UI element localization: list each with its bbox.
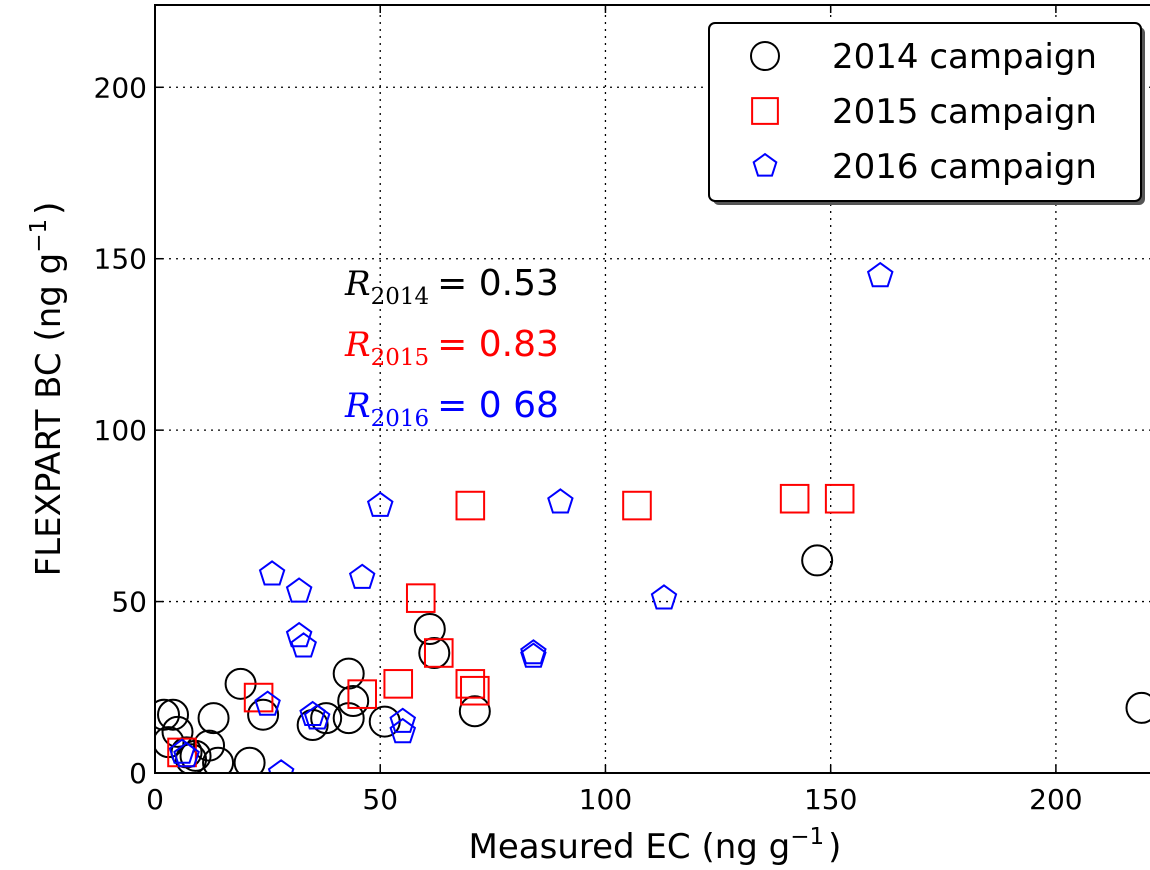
data-point-pentagon xyxy=(254,690,281,716)
y-tick-label: 100 xyxy=(94,414,147,447)
data-point-pentagon xyxy=(547,488,574,514)
x-tick-label: 0 xyxy=(146,783,164,816)
data-points xyxy=(155,261,1150,773)
data-point-pentagon xyxy=(866,261,894,288)
data-point-pentagon xyxy=(258,560,286,586)
x-axis-label-exponent: −1 xyxy=(790,824,824,850)
data-point-circle xyxy=(247,698,280,731)
legend-marker-pentagon xyxy=(752,152,778,177)
data-point-circle xyxy=(233,746,266,773)
y-axis-label-close: ) xyxy=(29,202,69,215)
y-tick-label: 200 xyxy=(94,71,147,104)
correlation-annotation: R2015 = 0.83 xyxy=(344,324,559,371)
y-tick-label: 50 xyxy=(111,586,147,619)
data-point-pentagon xyxy=(303,704,331,730)
y-axis-label-text: FLEXPART BC (ng g xyxy=(29,253,69,577)
data-point-circle xyxy=(202,746,235,773)
data-point-circle xyxy=(458,695,491,728)
data-point-circle xyxy=(418,637,451,669)
data-point-square xyxy=(455,669,486,699)
data-point-square xyxy=(779,483,810,514)
data-point-circle xyxy=(310,702,343,735)
data-point-square xyxy=(455,490,486,521)
data-point-square xyxy=(347,679,378,709)
y-axis-label: FLEXPART BC (ng g−1) xyxy=(26,202,69,577)
data-point-circle xyxy=(413,613,446,645)
correlation-annotation: R2016 = 0 68 xyxy=(344,385,559,432)
data-point-pentagon xyxy=(267,759,295,773)
data-point-circle xyxy=(193,729,226,762)
x-axis-label-close: ) xyxy=(828,827,841,867)
x-tick-label: 150 xyxy=(804,783,857,816)
plot-frame xyxy=(154,4,1150,774)
correlation-annotations: R2014 = 0.53 R2015 = 0.83 R2016 = 0 68 xyxy=(344,263,559,432)
data-point-circle xyxy=(801,544,834,577)
data-point-pentagon xyxy=(290,632,317,658)
data-point-pentagon xyxy=(366,491,394,517)
data-point-square xyxy=(383,669,414,699)
x-axis-label: Measured EC (ng g−1) xyxy=(469,824,842,867)
legend: 2014 campaign 2015 campaign 2016 campaign xyxy=(708,22,1142,202)
data-point-pentagon xyxy=(173,741,200,768)
data-point-pentagon xyxy=(650,584,678,610)
correlation-annotation: R2014 = 0.53 xyxy=(344,263,559,310)
data-point-square xyxy=(405,583,436,613)
data-point-square xyxy=(423,638,454,668)
legend-label: 2014 campaign xyxy=(832,37,1097,77)
y-tick-label: 150 xyxy=(94,243,147,276)
data-point-pentagon xyxy=(389,717,417,744)
data-point-circle xyxy=(155,698,181,731)
x-axis-label-text: Measured EC (ng g xyxy=(469,827,791,867)
data-point-square xyxy=(824,483,855,514)
legend-marker-square xyxy=(751,97,779,125)
y-axis-label-exponent: −1 xyxy=(26,219,52,253)
legend-box xyxy=(708,22,1142,202)
legend-label: 2016 campaign xyxy=(832,147,1097,187)
data-point-circle xyxy=(157,698,190,731)
x-tick-label: 50 xyxy=(362,783,398,816)
data-point-circle xyxy=(161,715,194,748)
data-point-pentagon xyxy=(285,577,313,603)
x-tick-label: 200 xyxy=(1029,783,1082,816)
data-point-square xyxy=(460,675,490,706)
data-point-circle xyxy=(197,702,230,735)
legend-marker-circle xyxy=(750,41,780,71)
data-point-square xyxy=(622,490,652,521)
data-point-pentagon xyxy=(285,621,313,648)
x-tick-label: 100 xyxy=(579,783,632,816)
legend-label: 2015 campaign xyxy=(832,92,1097,132)
data-point-pentagon xyxy=(389,707,417,733)
y-tick-label: 0 xyxy=(129,757,147,790)
data-point-pentagon xyxy=(520,639,547,665)
data-point-circle xyxy=(1125,691,1150,724)
data-point-circle xyxy=(337,685,370,717)
data-point-pentagon xyxy=(348,563,376,589)
data-point-pentagon xyxy=(520,642,547,668)
tick-labels: 0 50 100 150 200 0 50 100 150 200 xyxy=(94,71,1083,816)
